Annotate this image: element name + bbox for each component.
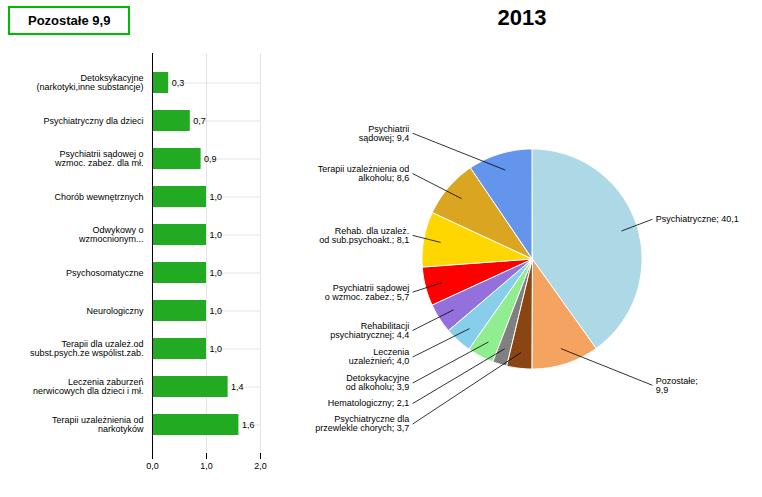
svg-text:0,3: 0,3	[172, 78, 185, 88]
svg-text:Detoksykacyjneod alkoholu; 3,9: Detoksykacyjneod alkoholu; 3,9	[346, 373, 410, 392]
svg-text:Leczenia zaburzeńnerwicowych d: Leczenia zaburzeńnerwicowych dla dzieci …	[33, 377, 144, 396]
svg-text:Terapii uzależnienia odalkohol: Terapii uzależnienia odalkoholu; 8,6	[318, 164, 410, 183]
svg-text:1,0: 1,0	[200, 461, 213, 471]
svg-text:Rehabilitacjipsychiatrycznej;: Rehabilitacjipsychiatrycznej; 4,4	[330, 321, 409, 340]
svg-text:Rehab. dla uzależ.od sub.psych: Rehab. dla uzależ.od sub.psychoakt.; 8,1	[319, 226, 409, 245]
svg-text:2,0: 2,0	[254, 461, 267, 471]
svg-text:1,0: 1,0	[210, 344, 223, 354]
svg-text:1,0: 1,0	[210, 230, 223, 240]
svg-text:Psychiatryczny dla dzieci: Psychiatryczny dla dzieci	[43, 116, 143, 126]
svg-text:Leczeniauzależnień; 4,0: Leczeniauzależnień; 4,0	[349, 347, 410, 366]
svg-text:Chorób wewnętrznych: Chorób wewnętrznych	[54, 192, 143, 202]
svg-text:0,9: 0,9	[204, 154, 217, 164]
svg-text:Psychiatrii sądowejo wzmoc. za: Psychiatrii sądowejo wzmoc. zabez.; 5,7	[325, 283, 410, 302]
svg-text:1,6: 1,6	[242, 420, 255, 430]
svg-text:1,0: 1,0	[210, 306, 223, 316]
svg-text:Odwykowy owzmocnionym...: Odwykowy owzmocnionym...	[78, 225, 144, 244]
svg-text:Hematologiczny; 2,1: Hematologiczny; 2,1	[328, 398, 410, 408]
svg-text:Psychiatryczne dlaprzewlekle c: Psychiatryczne dlaprzewlekle chorych; 3,…	[315, 414, 409, 433]
svg-text:Terapii uzależnienia odnarkoty: Terapii uzależnienia odnarkotyków	[52, 415, 144, 434]
svg-text:1,4: 1,4	[231, 382, 244, 392]
html-text:2013: 2013	[497, 5, 547, 30]
svg-text:1,0: 1,0	[210, 268, 223, 278]
svg-text:Terapii dla uzależ.odsubst.psy: Terapii dla uzależ.odsubst.psych.ze wspó…	[30, 339, 144, 358]
svg-text:Psychiatryczne; 40,1: Psychiatryczne; 40,1	[656, 214, 739, 224]
svg-text:Psychosomatyczne: Psychosomatyczne	[66, 268, 144, 278]
svg-text:0,7: 0,7	[193, 116, 206, 126]
svg-text:Psychiatrii sądowej owzmoc. za: Psychiatrii sądowej owzmoc. zabez. dla m…	[54, 149, 144, 168]
html-text:Pozostałe 9,9: Pozostałe 9,9	[28, 13, 111, 28]
svg-text:Pozostałe;9,9: Pozostałe;9,9	[656, 376, 698, 395]
svg-text:1,0: 1,0	[210, 192, 223, 202]
svg-text:Neurologiczny: Neurologiczny	[86, 306, 144, 316]
svg-text:Detoksykacyjne(narkotyki,inne: Detoksykacyjne(narkotyki,inne substancje…	[36, 73, 143, 92]
svg-text:Psychiatriisądowej; 9,4: Psychiatriisądowej; 9,4	[359, 124, 410, 143]
svg-text:0,0: 0,0	[146, 461, 159, 471]
